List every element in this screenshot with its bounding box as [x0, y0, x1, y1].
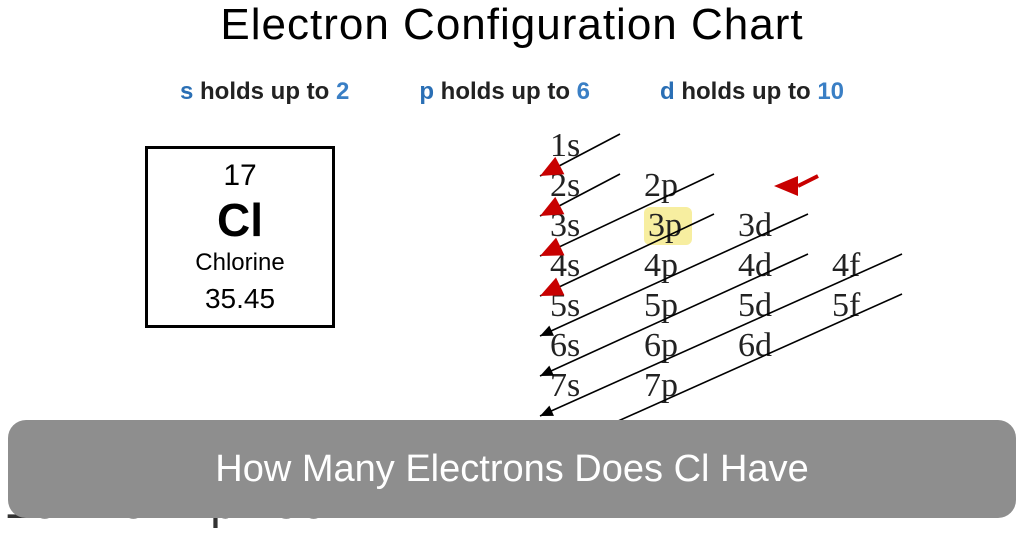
orbital-cell-2p: 2p — [644, 167, 692, 205]
rule-orbital: s — [180, 78, 193, 105]
orbital-cell-3d: 3d — [738, 207, 786, 245]
orbital-cell-7p: 7p — [644, 367, 692, 405]
orbital-cell-4s: 4s — [550, 247, 598, 285]
orbital-cell-1s: 1s — [550, 127, 598, 165]
page-title: Electron Configuration Chart — [0, 0, 1024, 50]
orbital-cell-6s: 6s — [550, 327, 598, 365]
orbital-row: 3s 3p 3d — [550, 206, 880, 246]
left-column: 17 Cl Chlorine 35.45 — [0, 146, 420, 328]
rule-p: p holds up to 6 — [419, 78, 590, 106]
rule-orbital: d — [660, 78, 675, 105]
rule-max: 2 — [336, 78, 349, 105]
orbital-cell-3s: 3s — [550, 207, 598, 245]
caption-overlay-bar: How Many Electrons Does Cl Have — [8, 420, 1016, 518]
orbital-row: 6s 6p 6d — [550, 326, 880, 366]
orbital-cell-4p: 4p — [644, 247, 692, 285]
rule-orbital: p — [419, 78, 434, 105]
rule-d: d holds up to 10 — [660, 78, 844, 106]
orbital-cell-5f: 5f — [832, 287, 880, 325]
orbital-cell-2s: 2s — [550, 167, 598, 205]
orbital-cell-6p: 6p — [644, 327, 692, 365]
rule-text: holds up to — [675, 78, 818, 105]
atomic-mass: 35.45 — [148, 283, 332, 315]
orbital-cell-5p: 5p — [644, 287, 692, 325]
orbital-cell-6d: 6d — [738, 327, 786, 365]
orbital-row: 2s 2p — [550, 166, 880, 206]
caption-text: How Many Electrons Does Cl Have — [215, 448, 808, 491]
right-column: 1s2s2p3s3p3d4s4p4d4f5s5p5d5f6s6p6d7s7p — [420, 146, 1024, 328]
orbital-cell-3p: 3p — [644, 207, 692, 245]
orbital-row: 4s 4p 4d 4f — [550, 246, 880, 286]
orbital-cell-4f: 4f — [832, 247, 880, 285]
rule-max: 10 — [817, 78, 844, 105]
rule-text: holds up to — [434, 78, 577, 105]
element-name: Chlorine — [148, 249, 332, 277]
rule-text: holds up to — [193, 78, 336, 105]
element-tile: 17 Cl Chlorine 35.45 — [145, 146, 335, 328]
aufbau-orbital-grid: 1s2s 2p 3s 3p 3d 4s 4p 4d 4f 5s 5p 5d 5f 6s 6p 6d 7s 7p — [550, 126, 880, 406]
content-area: 17 Cl Chlorine 35.45 1s2s2p3s3p3d4s4p4d4… — [0, 146, 1024, 328]
atomic-number: 17 — [148, 159, 332, 193]
orbital-row: 7s 7p — [550, 366, 880, 406]
rule-s: s holds up to 2 — [180, 78, 349, 106]
orbital-cell-7s: 7s — [550, 367, 598, 405]
orbital-cell-4d: 4d — [738, 247, 786, 285]
orbital-cell-5s: 5s — [550, 287, 598, 325]
orbital-cell-5d: 5d — [738, 287, 786, 325]
orbital-row: 5s 5p 5d 5f — [550, 286, 880, 326]
orbital-row: 1s — [550, 126, 880, 166]
orbital-capacity-rules: s holds up to 2 p holds up to 6 d holds … — [0, 78, 1024, 106]
rule-max: 6 — [577, 78, 590, 105]
element-symbol: Cl — [148, 197, 332, 243]
